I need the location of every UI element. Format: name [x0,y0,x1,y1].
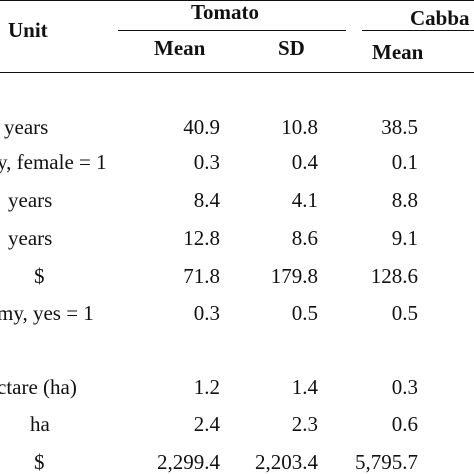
tomato-group-header: Tomato [190,0,260,24]
unit-cell: ha [30,412,50,436]
unit-cell: ctare (ha) [0,375,77,399]
tomato-group-rule [118,30,346,31]
cabbage-mean-cell: 38.5 [381,115,418,139]
cabbage-mean-cell: 0.1 [391,150,418,174]
unit-cell: $ [34,450,45,474]
unit-cell: my, yes = 1 [0,301,94,325]
unit-cell: years [8,226,53,250]
unit-cell: y, female = 1 [0,150,107,174]
unit-column-header: Unit [8,18,48,42]
tomato-mean-cell: 2,299.4 [157,450,220,474]
unit-cell: years [4,115,49,139]
tomato-mean-cell: 2.4 [193,412,220,436]
tomato-sd-header: SD [278,36,305,60]
cabbage-mean-cell: 5,795.7 [355,450,418,474]
tomato-sd-cell: 10.8 [281,115,318,139]
header-bottom-rule [0,72,474,73]
tomato-mean-cell: 40.9 [183,115,220,139]
tomato-mean-header: Mean [154,36,206,60]
tomato-mean-cell: 1.2 [193,375,220,399]
tomato-mean-cell: 8.4 [193,188,220,212]
tomato-sd-cell: 4.1 [291,188,318,212]
cabbage-mean-cell: 0.6 [391,412,418,436]
tomato-sd-cell: 2,203.4 [255,450,318,474]
cabbage-mean-cell: 0.3 [391,375,418,399]
cabbage-mean-cell: 8.8 [391,188,418,212]
tomato-sd-cell: 1.4 [291,375,318,399]
tomato-sd-cell: 8.6 [291,226,318,250]
cabbage-mean-cell: 9.1 [391,226,418,250]
tomato-mean-cell: 0.3 [193,301,220,325]
tomato-mean-cell: 0.3 [193,150,220,174]
tomato-sd-cell: 0.4 [291,150,318,174]
tomato-mean-cell: 71.8 [183,264,220,288]
tomato-sd-cell: 179.8 [270,264,318,288]
cabbage-mean-cell: 128.6 [370,264,418,288]
unit-cell: years [8,188,53,212]
cabbage-mean-cell: 0.5 [391,301,418,325]
cabbage-group-rule [362,30,474,31]
cabbage-group-header: Cabba [410,6,470,30]
tomato-sd-cell: 0.5 [291,301,318,325]
unit-cell: $ [34,264,45,288]
tomato-sd-cell: 2.3 [291,412,318,436]
cabbage-mean-header: Mean [372,40,424,64]
tomato-mean-cell: 12.8 [183,226,220,250]
table-top-rule [0,0,474,1]
